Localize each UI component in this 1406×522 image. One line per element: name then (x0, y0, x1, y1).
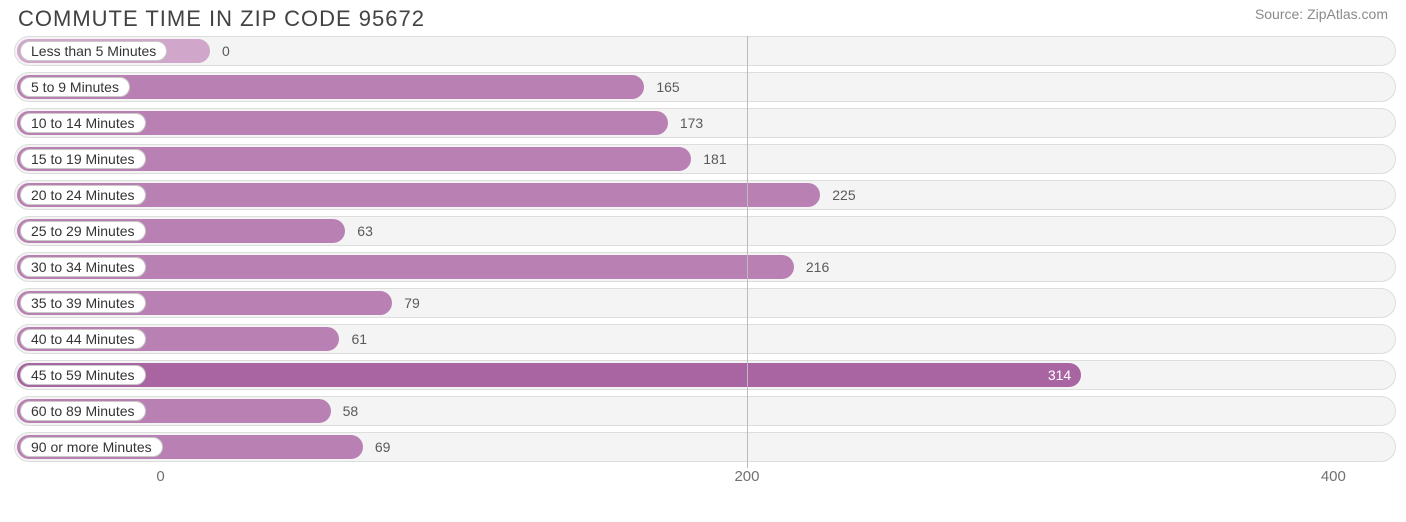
bar-row: 15 to 19 Minutes 181 (14, 144, 1396, 174)
chart-area: Less than 5 Minutes 0 5 to 9 Minutes 165 10 … (14, 36, 1396, 494)
x-axis-tick: 400 (1321, 468, 1346, 485)
bar-value-label: 165 (656, 79, 679, 95)
bar-fill: 314 (17, 363, 1081, 387)
x-axis-tick: 200 (734, 468, 759, 485)
bar-value-label: 63 (357, 223, 373, 239)
bar-category-label: 25 to 29 Minutes (20, 221, 146, 241)
bar-row: 10 to 14 Minutes 173 (14, 108, 1396, 138)
bar-row: 35 to 39 Minutes 79 (14, 288, 1396, 318)
bar-category-label: Less than 5 Minutes (20, 41, 167, 61)
bar-category-label: 5 to 9 Minutes (20, 77, 130, 97)
bar-value-label: 216 (806, 259, 829, 275)
bar-category-label: 30 to 34 Minutes (20, 257, 146, 277)
bar-row: 30 to 34 Minutes 216 (14, 252, 1396, 282)
chart-title: COMMUTE TIME IN ZIP CODE 95672 (18, 6, 425, 32)
bar-row: 25 to 29 Minutes 63 (14, 216, 1396, 246)
chart-source: Source: ZipAtlas.com (1255, 6, 1388, 22)
bar-category-label: 35 to 39 Minutes (20, 293, 146, 313)
bar-value-label: 173 (680, 115, 703, 131)
bar-category-label: 40 to 44 Minutes (20, 329, 146, 349)
bar-category-label: 60 to 89 Minutes (20, 401, 146, 421)
bar-category-label: 90 or more Minutes (20, 437, 163, 457)
bar-row: Less than 5 Minutes 0 (14, 36, 1396, 66)
bar-value-label: 181 (703, 151, 726, 167)
bar-row: 60 to 89 Minutes 58 (14, 396, 1396, 426)
bar-value-label: 61 (351, 331, 367, 347)
bar-category-label: 20 to 24 Minutes (20, 185, 146, 205)
bar-row: 20 to 24 Minutes 225 (14, 180, 1396, 210)
bar-value-label: 314 (1048, 367, 1071, 383)
bar-category-label: 45 to 59 Minutes (20, 365, 146, 385)
bar-value-label: 225 (832, 187, 855, 203)
x-axis-tick: 0 (156, 468, 164, 485)
bar-row: 90 or more Minutes 69 (14, 432, 1396, 462)
bar-row: 314 45 to 59 Minutes (14, 360, 1396, 390)
bar-row: 40 to 44 Minutes 61 (14, 324, 1396, 354)
chart-header: COMMUTE TIME IN ZIP CODE 95672 Source: Z… (0, 0, 1406, 36)
bar-value-label: 69 (375, 439, 391, 455)
grid-line (747, 36, 748, 468)
x-axis: 0 200 400 (14, 468, 1396, 494)
bar-value-label: 58 (343, 403, 359, 419)
bar-category-label: 15 to 19 Minutes (20, 149, 146, 169)
bar-value-label: 0 (222, 43, 230, 59)
bar-category-label: 10 to 14 Minutes (20, 113, 146, 133)
bar-row: 5 to 9 Minutes 165 (14, 72, 1396, 102)
bar-value-label: 79 (404, 295, 420, 311)
